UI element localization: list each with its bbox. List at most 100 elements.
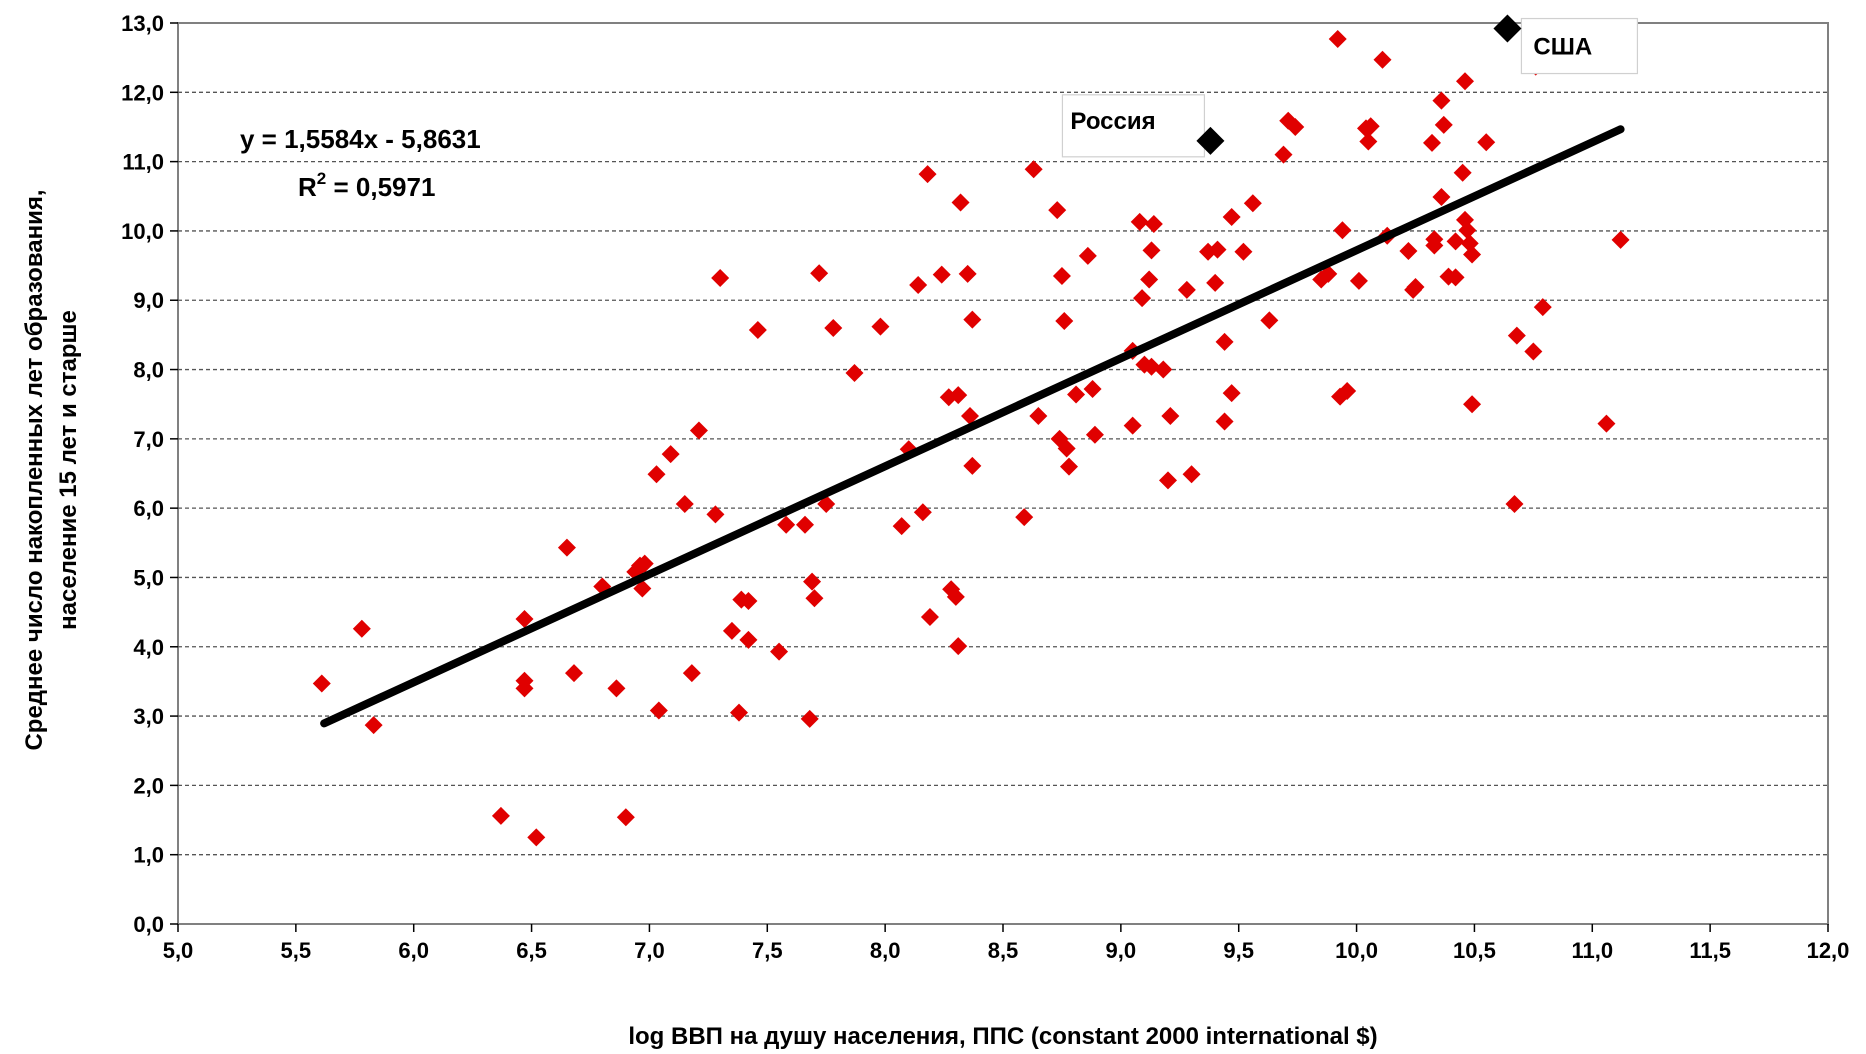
data-point [951,193,970,212]
usa-callout-box [1520,17,1639,75]
data-point [845,364,864,383]
data-point [1222,208,1241,227]
data-point [1434,115,1453,134]
data-point [1215,412,1234,431]
data-point [1361,117,1380,136]
data-point [1328,29,1347,48]
y-tick-label: 11,0 [122,150,164,175]
usa-data-point [1493,14,1522,43]
x-tick-label: 6,0 [398,938,429,963]
gridlines [178,91,1828,856]
y-tick-label: 9,0 [133,288,164,313]
data-point [1067,385,1086,404]
usa-label: США [1533,34,1592,61]
data-point [1182,465,1201,484]
x-axis-ticks: 5,0 5,5 6,0 6,5 7,0 7,5 8,0 8,5 9,0 9,5 10,0 10,5 11… [163,924,1850,963]
data-point [1425,230,1444,249]
russia-label: Россия [1070,108,1155,135]
data-point [946,587,965,606]
data-point [963,456,982,475]
data-point [1060,457,1078,476]
data-point [949,386,968,405]
data-point [689,421,708,440]
y-tick-label: 8,0 [133,358,164,383]
data-point [1144,214,1163,233]
data-point [649,701,668,720]
x-tick-label: 5,5 [281,938,312,963]
data-point [1446,268,1465,287]
data-point [1333,221,1352,240]
x-tick-label: 9,0 [1106,938,1137,963]
data-point [1406,278,1425,297]
x-tick-label: 5,0 [163,938,194,963]
data-point [1611,230,1630,249]
data-point [1243,194,1262,213]
data-point [1446,232,1465,251]
data-point [1142,357,1161,376]
y-tick-label: 12,0 [121,80,164,105]
data-point [1597,414,1616,433]
data-point [1142,241,1161,260]
data-point [1458,221,1477,240]
y-tick-label: 6,0 [133,496,164,521]
data-point [1161,406,1180,425]
data-point [1078,246,1097,265]
x-axis-title: log ВВП на душу населения, ППС (constant… [628,1023,1377,1050]
data-point [352,619,371,638]
data-point [824,318,843,337]
data-point [527,828,546,847]
data-point [1286,117,1305,136]
data-point [909,275,928,294]
x-tick-label: 10,0 [1335,938,1378,963]
data-point [1055,312,1074,331]
data-point [892,517,911,536]
data-point [958,264,977,283]
data-point [1208,240,1227,259]
data-point [1507,326,1526,345]
trendline [320,125,1625,728]
data-point [312,674,331,693]
highlighted-points: США Россия [1061,14,1639,158]
plot-area [177,22,1829,925]
y-tick-label: 5,0 [133,565,164,590]
x-tick-label: 7,0 [634,938,665,963]
x-tick-label: 7,5 [752,938,783,963]
data-point [748,321,767,340]
x-tick-label: 12,0 [1807,938,1850,963]
data-point [364,716,383,735]
russia-data-point [1196,126,1225,155]
y-axis-title-line1: Среднее число накопленных лет образовани… [21,189,48,750]
data-point [1524,342,1543,361]
data-point [1015,508,1034,527]
data-point [1399,242,1418,261]
data-point [1215,332,1234,351]
data-point [963,310,982,329]
data-point [932,265,951,284]
data-point [810,264,829,283]
data-point [1359,132,1378,151]
data-point [800,709,819,728]
data-point [770,642,789,661]
data-point [913,503,932,522]
data-point [633,579,652,598]
data-point [871,317,890,336]
data-point [1423,133,1441,152]
data-point [1140,270,1159,289]
data-point [1453,163,1472,182]
data-point [1505,494,1524,513]
data-point [491,806,510,825]
data-point [1463,395,1482,414]
data-point [1123,416,1142,435]
trendline-equation: y = 1,5584x - 5,8631 [240,124,481,154]
data-point [1159,471,1177,490]
data-point [1048,201,1067,220]
data-point [1024,160,1043,179]
data-point [1456,72,1474,91]
data-point [920,607,939,626]
data-point [711,269,730,288]
data-point [1338,382,1357,401]
data-point [1222,384,1241,403]
data-point [1083,379,1102,398]
data-point [607,679,626,698]
